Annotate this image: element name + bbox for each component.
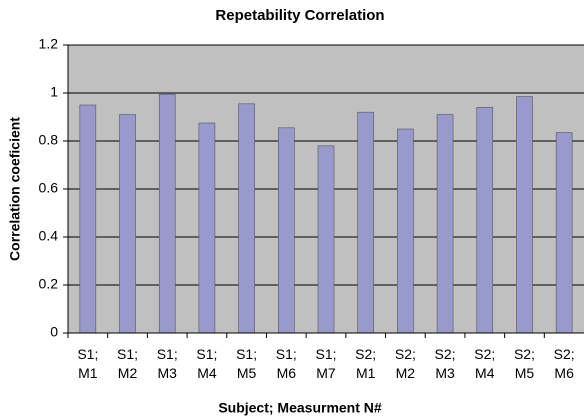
bar (198, 122, 216, 334)
bar (397, 128, 414, 334)
y-tick-label: 0.8 (39, 132, 59, 148)
chart-title: Repetability Correlation (215, 7, 384, 24)
x-tick-label: S2; M3 (434, 346, 456, 381)
bar (278, 127, 295, 334)
y-tick-label: 0 (50, 324, 58, 340)
y-tick-label: 0.6 (39, 180, 59, 196)
x-tick-label: S1; M2 (117, 346, 139, 381)
y-tick-label: 1.2 (39, 36, 59, 52)
x-tick-label: S1; M3 (156, 346, 178, 381)
bar (317, 145, 335, 334)
x-tick-label: S1; M5 (236, 346, 258, 381)
bar (238, 103, 255, 334)
bar (516, 96, 533, 334)
x-tick-label: S2; M1 (355, 346, 377, 381)
bar (476, 107, 494, 334)
y-tick-label: 0.4 (39, 228, 59, 244)
bar (555, 132, 573, 334)
x-tick-label: S2; M2 (394, 346, 416, 381)
x-tick-label: S1; M7 (315, 346, 337, 381)
x-tick-label: S1; M1 (77, 346, 99, 381)
x-tick-label: S2; M4 (474, 346, 496, 381)
x-tick-label: S2; M6 (553, 346, 575, 381)
bar (357, 111, 374, 334)
x-tick-label: S2; M5 (513, 346, 535, 381)
y-tick-label: 1 (50, 84, 58, 100)
x-tick-label: S1; M6 (275, 346, 297, 381)
bar (119, 114, 136, 334)
x-axis-label: Subject; Measurment N# (218, 400, 382, 416)
y-axis-label: Correlation coeficient (7, 117, 23, 261)
bar (158, 93, 176, 334)
y-tick-label: 0.2 (39, 276, 59, 292)
x-tick-label: S1; M4 (196, 346, 218, 381)
bar (436, 114, 454, 334)
bar (79, 104, 97, 334)
